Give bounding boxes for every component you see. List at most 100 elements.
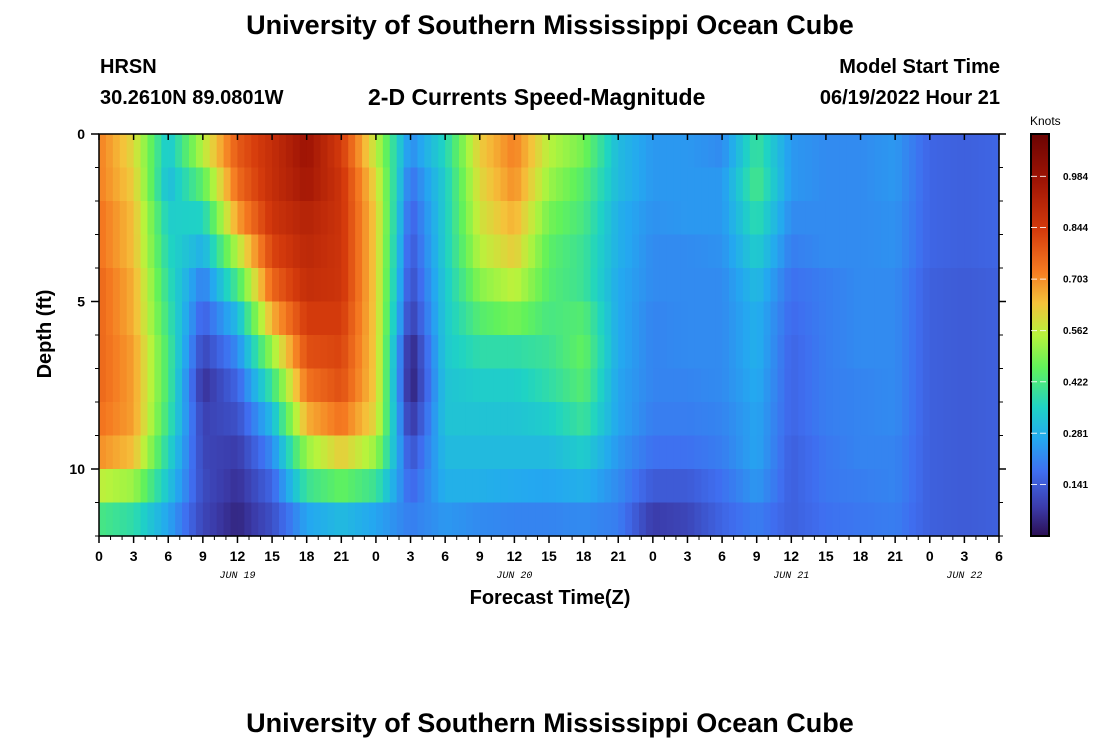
heatmap-cell: [195, 167, 204, 202]
heatmap-cell: [154, 402, 162, 437]
heatmap-cell: [756, 268, 765, 303]
heatmap-cell: [459, 402, 467, 437]
heatmap-cell: [334, 335, 342, 370]
heatmap-cell: [521, 268, 529, 303]
heatmap-cell: [618, 167, 626, 202]
heatmap-cell: [632, 435, 640, 470]
heatmap-cell: [881, 234, 889, 269]
heatmap-cell: [417, 435, 425, 470]
heatmap-cell: [825, 234, 834, 269]
heatmap-cell: [341, 234, 349, 269]
heatmap-cell: [735, 368, 744, 403]
heatmap-cell: [375, 335, 384, 370]
heatmap-cell: [839, 301, 848, 336]
heatmap-cell: [382, 268, 391, 303]
heatmap-cell: [929, 201, 938, 236]
heatmap-cell: [154, 301, 162, 336]
heatmap-cell: [583, 402, 592, 437]
heatmap-cell: [230, 301, 239, 336]
heatmap-cell: [119, 301, 128, 336]
heatmap-cell: [147, 234, 155, 269]
heatmap-cell: [279, 167, 287, 202]
heatmap-cell: [860, 402, 869, 437]
heatmap-cell: [812, 268, 820, 303]
heatmap-cell: [230, 402, 239, 437]
heatmap-cell: [112, 368, 121, 403]
heatmap-cell: [576, 435, 585, 470]
heatmap-cell: [652, 301, 661, 336]
heatmap-cell: [507, 402, 515, 437]
heatmap-cell: [791, 268, 799, 303]
heatmap-cell: [189, 301, 197, 336]
heatmap-cell: [389, 335, 398, 370]
heatmap-cell: [479, 134, 488, 169]
heatmap-cell: [902, 167, 910, 202]
heatmap-cell: [168, 435, 176, 470]
heatmap-cell: [860, 234, 869, 269]
heatmap-cell: [687, 134, 695, 169]
heatmap-cell: [549, 469, 557, 504]
heatmap-cell: [389, 368, 398, 403]
heatmap-cell: [479, 469, 488, 504]
heatmap-cell: [763, 402, 772, 437]
heatmap-cell: [922, 234, 931, 269]
heatmap-cell: [645, 234, 654, 269]
heatmap-cell: [417, 167, 425, 202]
heatmap-cell: [375, 402, 384, 437]
heatmap-cell: [770, 502, 779, 537]
heatmap-cell: [618, 502, 626, 537]
heatmap-cell: [535, 234, 543, 269]
heatmap-cell: [950, 234, 959, 269]
heatmap-cell: [812, 201, 820, 236]
colorbar-gradient: [1030, 133, 1050, 537]
heatmap-cell: [915, 201, 924, 236]
heatmap-cell: [182, 167, 190, 202]
heatmap-cell: [105, 234, 114, 269]
heatmap-cell: [680, 435, 689, 470]
heatmap-cell: [722, 201, 730, 236]
heatmap-cell: [154, 502, 162, 537]
heatmap-cell: [189, 268, 197, 303]
heatmap-cell: [500, 201, 509, 236]
heatmap-cell: [258, 502, 266, 537]
heatmap-cell: [756, 167, 765, 202]
heatmap-cell: [168, 134, 176, 169]
heatmap-cell: [715, 502, 723, 537]
heatmap-cell: [867, 368, 875, 403]
heatmap-cell: [874, 234, 882, 269]
x-tick-label: 18: [299, 548, 315, 564]
heatmap-cell: [763, 134, 772, 169]
heatmap-cell: [694, 268, 702, 303]
heatmap-cell: [542, 134, 550, 169]
heatmap-cell: [251, 368, 259, 403]
heatmap-cell: [867, 268, 875, 303]
heatmap-cell: [805, 201, 813, 236]
heatmap-cell: [576, 134, 585, 169]
heatmap-cell: [971, 435, 979, 470]
heatmap-cell: [161, 368, 169, 403]
x-axis: 0 3 6 9 12 15 18 21 0 3 6 9 12 15 18 21 0 3 6 9 12 15 18 21 0 3 6J…: [95, 134, 1003, 582]
colorbar-unit: Knots: [1030, 114, 1061, 128]
heatmap-cell: [147, 435, 155, 470]
heatmap-cell: [119, 167, 128, 202]
heatmap-cell: [99, 301, 107, 336]
heatmap-cell: [195, 234, 204, 269]
heatmap-cell: [583, 234, 592, 269]
heatmap-cell: [223, 134, 232, 169]
heatmap-cell: [348, 335, 356, 370]
heatmap-cell: [978, 502, 986, 537]
heatmap-cell: [417, 234, 425, 269]
heatmap-cell: [542, 435, 550, 470]
heatmap-cell: [729, 134, 737, 169]
heatmap-cell: [860, 134, 869, 169]
heatmap-cell: [209, 402, 218, 437]
heatmap-cell: [909, 234, 917, 269]
heatmap-cell: [168, 402, 176, 437]
x-date-label: JUN 19: [219, 571, 255, 582]
heatmap-cell: [251, 167, 259, 202]
heatmap-cell: [202, 167, 211, 202]
heatmap-cell: [902, 435, 910, 470]
heatmap-cell: [431, 268, 439, 303]
heatmap-cell: [687, 268, 695, 303]
heatmap-cell: [929, 335, 938, 370]
